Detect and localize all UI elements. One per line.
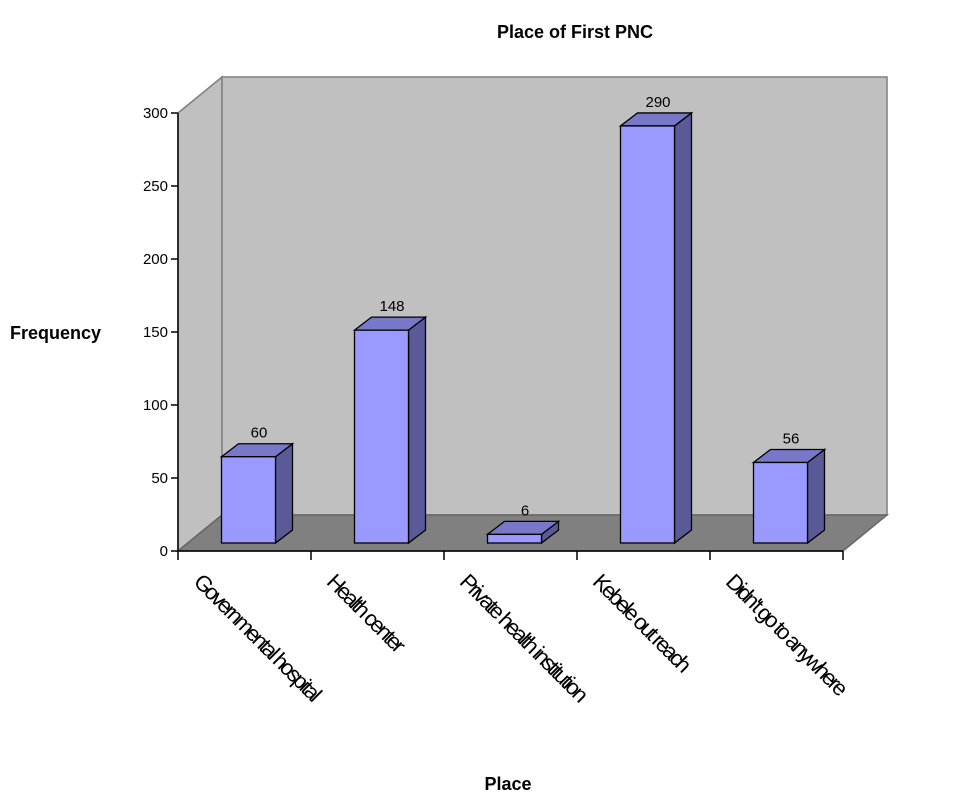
y-axis-title: Frequency [10,323,101,343]
bar-front-1 [353,329,410,544]
data-label-1: 148 [379,298,404,315]
category-label-3: Kebele out reach [588,569,696,677]
y-axis-ticks: 0 50 100 150 200 250 300 [143,105,178,560]
chart-title: Place of First PNC [497,22,653,42]
bars-group [219,111,827,545]
bar-side-4 [806,448,826,545]
bar-side-0 [274,442,294,545]
category-label-2: Private health institution [455,569,593,707]
bar-2 [485,520,561,545]
side-wall [177,75,223,553]
data-label-2: 6 [521,502,529,519]
bar-front-0 [220,456,277,544]
bar-side-1 [407,315,427,545]
bar-front-2 [486,533,543,544]
y-tick-label-6: 300 [143,105,168,122]
data-label-3: 290 [645,94,670,111]
y-tick-label-2: 100 [143,397,168,414]
data-label-4: 56 [783,430,800,447]
bar-1 [352,315,428,545]
y-tick-label-1: 50 [151,470,168,487]
y-tick-label-3: 150 [143,324,168,341]
y-tick-label-0: 0 [160,543,168,560]
bar-front-4 [752,461,809,544]
bar-front-3 [619,125,676,544]
bar-side-3 [673,111,693,545]
category-label-0: Governmental hospital [189,569,326,706]
y-tick-label-5: 250 [143,178,168,195]
bar-4 [751,448,827,545]
bar-0 [219,442,295,545]
data-labels-group: 60 148 6 290 56 [251,94,800,519]
category-label-1: Health center [322,569,411,658]
data-label-0: 60 [251,425,268,442]
x-axis-ticks [177,551,844,560]
bar-3 [618,111,694,545]
category-label-4: Didn't go to anywhere [721,569,853,701]
y-tick-label-4: 200 [143,251,168,268]
x-axis-title: Place [484,774,531,794]
